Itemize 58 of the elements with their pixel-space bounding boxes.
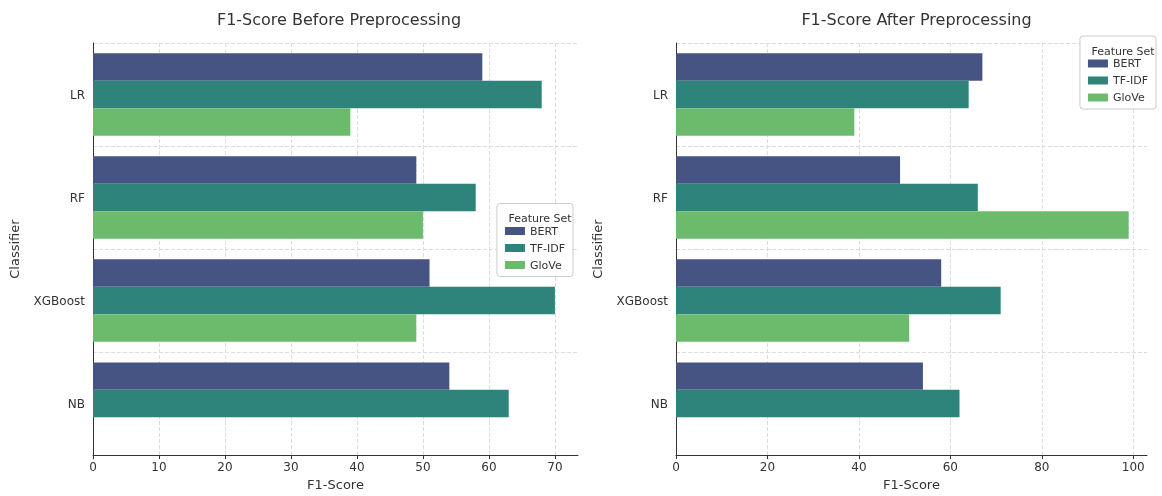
bar bbox=[676, 259, 942, 287]
legend-title: Feature Set bbox=[508, 212, 573, 225]
legend-label: BERT bbox=[529, 224, 559, 238]
x-tick-label: 0 bbox=[672, 460, 680, 475]
x-tick-label: 0 bbox=[89, 460, 97, 475]
y-tick-label: XGBoost bbox=[616, 293, 669, 308]
x-tick-label: 60 bbox=[942, 460, 959, 475]
y-tick-label: RF bbox=[652, 190, 669, 205]
bar bbox=[93, 108, 351, 136]
y-tick-label: LR bbox=[652, 87, 668, 102]
x-tick-label: 30 bbox=[283, 460, 299, 475]
x-tick-label: 20 bbox=[217, 460, 233, 475]
bar bbox=[676, 108, 855, 136]
x-tick-label: 70 bbox=[547, 460, 563, 475]
bar bbox=[93, 80, 542, 109]
y-tick-label: XGBoost bbox=[33, 293, 86, 308]
bar bbox=[93, 156, 417, 184]
bar bbox=[93, 53, 483, 81]
legend-label: TF-IDF bbox=[528, 241, 566, 255]
bar bbox=[676, 286, 1001, 315]
bar bbox=[676, 156, 901, 184]
legend-label: GloVe bbox=[1112, 91, 1145, 104]
bar bbox=[93, 259, 430, 287]
bar bbox=[93, 362, 450, 390]
y-axis-title: Classifier bbox=[590, 218, 605, 279]
y-tick-label: NB bbox=[67, 396, 85, 411]
bar bbox=[93, 286, 555, 315]
bar bbox=[676, 211, 1129, 239]
bar bbox=[676, 183, 978, 212]
chart-title: F1-Score After Preprocessing bbox=[801, 9, 1032, 29]
legend-title: Feature Set bbox=[1091, 44, 1156, 58]
x-axis-title: F1-Score bbox=[307, 477, 364, 492]
legend-label: GloVe bbox=[529, 258, 562, 272]
x-tick-label: 50 bbox=[415, 460, 431, 475]
bar bbox=[93, 183, 476, 212]
x-tick-label: 100 bbox=[1121, 460, 1145, 475]
x-tick-label: 40 bbox=[349, 460, 365, 475]
chart-title: F1-Score Before Preprocessing bbox=[216, 9, 462, 29]
bar bbox=[93, 211, 423, 239]
legend-label: BERT bbox=[1112, 57, 1142, 70]
x-tick-label: 40 bbox=[851, 460, 867, 475]
y-tick-label: NB bbox=[650, 396, 668, 411]
y-tick-label: RF bbox=[69, 190, 86, 205]
bar bbox=[676, 80, 969, 109]
bar bbox=[93, 314, 417, 342]
legend-label: TF-IDF bbox=[1111, 74, 1149, 87]
x-tick-label: 60 bbox=[481, 460, 497, 475]
bar bbox=[676, 389, 960, 418]
y-axis-title: Classifier bbox=[7, 218, 22, 279]
x-axis-title: F1-Score bbox=[883, 477, 940, 492]
x-tick-label: 10 bbox=[151, 460, 167, 475]
bar bbox=[93, 389, 509, 418]
x-tick-label: 20 bbox=[759, 460, 776, 475]
bar bbox=[676, 314, 910, 342]
bar bbox=[676, 362, 923, 390]
bar bbox=[676, 53, 983, 81]
x-tick-label: 80 bbox=[1034, 460, 1050, 475]
y-tick-label: LR bbox=[69, 87, 85, 102]
